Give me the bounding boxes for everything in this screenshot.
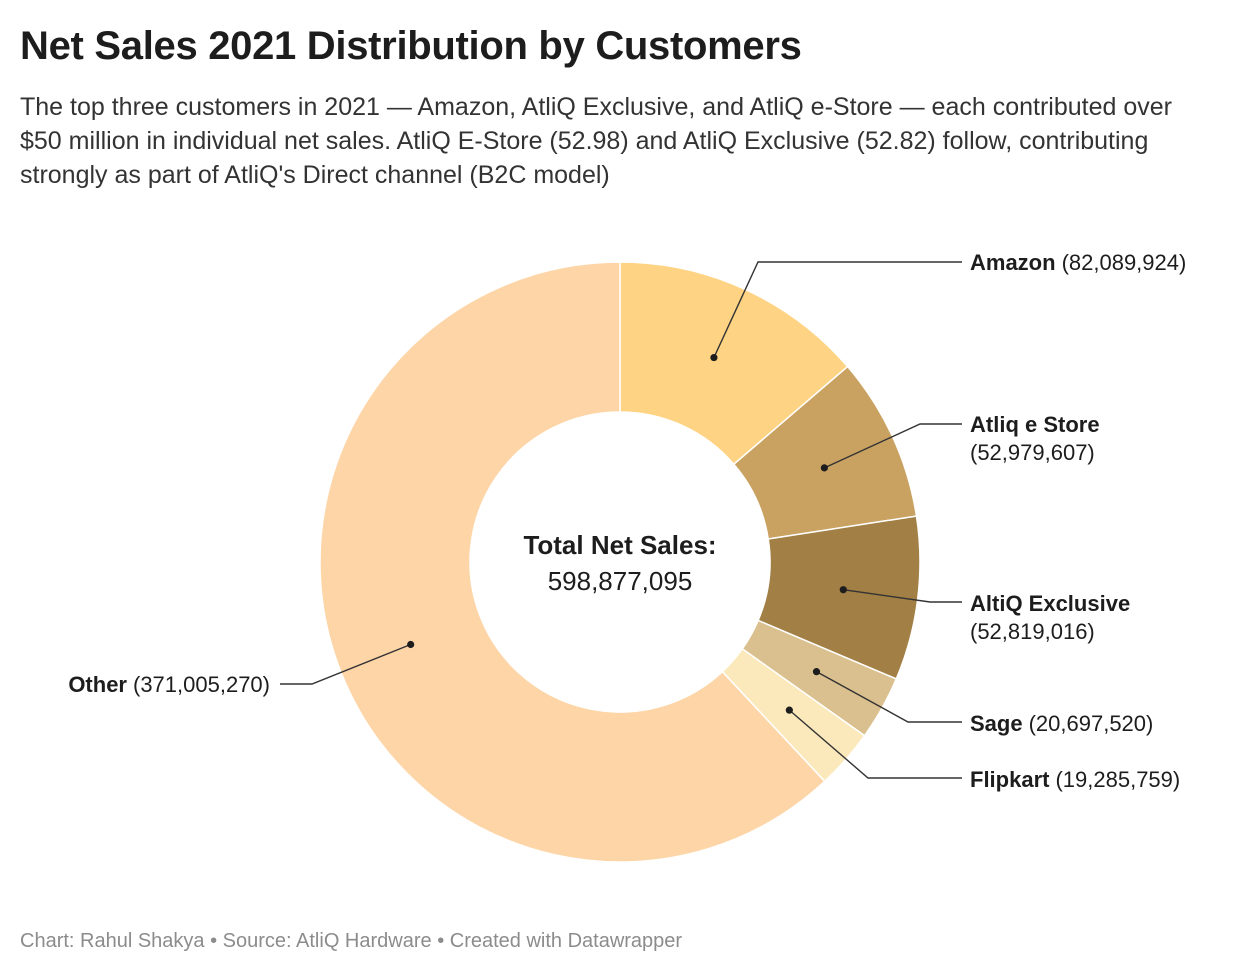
label-name-altiq-exclusive: AltiQ Exclusive: [970, 591, 1130, 616]
label-value-atliq-e-store: (52,979,607): [970, 440, 1095, 465]
label-value-amazon: (82,089,924): [1062, 250, 1187, 275]
chart-title: Net Sales 2021 Distribution by Customers: [20, 24, 802, 68]
leader-dot-sage: [812, 668, 821, 676]
label-atliq-e-store: Atliq e Store (52,979,607): [970, 412, 1100, 465]
leader-line-flipkart: [788, 709, 962, 779]
label-name-flipkart: Flipkart: [970, 767, 1050, 792]
label-value-altiq-exclusive: (52,819,016): [970, 619, 1095, 644]
leader-line-atliq-e-store: [824, 423, 962, 469]
leader-dot-flipkart: [785, 706, 793, 714]
label-value-sage: (20,697,520): [1029, 711, 1154, 736]
label-altiq-exclusive: AltiQ Exclusive (52,819,016): [970, 591, 1130, 644]
chart-subtitle: The top three customers in 2021 — Amazon…: [20, 93, 1172, 189]
label-amazon: Amazon (82,089,924): [970, 250, 1186, 275]
leader-dot-other: [407, 640, 415, 649]
label-name-amazon: Amazon: [970, 250, 1056, 275]
label-sage: Sage (20,697,520): [970, 711, 1153, 736]
label-value-other: (371,005,270): [133, 672, 270, 697]
chart-footer: Chart: Rahul Shakya • Source: AtliQ Hard…: [20, 930, 683, 952]
label-name-atliq-e-store: Atliq e Store: [970, 412, 1100, 437]
slice-other: [319, 261, 826, 863]
leader-line-sage: [816, 671, 962, 723]
leader-line-altiq-exclusive: [843, 588, 962, 603]
leader-line-amazon: [713, 261, 962, 358]
label-name-other: Other: [68, 672, 127, 697]
label-value-flipkart: (19,285,759): [1055, 767, 1180, 792]
label-name-sage: Sage: [970, 711, 1023, 736]
leader-dot-altiq-exclusive: [839, 586, 847, 594]
label-flipkart: Flipkart (19,285,759): [970, 767, 1180, 792]
center-label-value: 598,877,095: [548, 566, 693, 596]
leader-dot-amazon: [710, 353, 718, 362]
leader-line-other: [280, 643, 411, 685]
center-label-title: Total Net Sales:: [523, 530, 716, 560]
leader-dot-atliq-e-store: [820, 464, 828, 472]
label-other: Other (371,005,270): [68, 672, 270, 697]
slice-amazon: [619, 261, 849, 466]
